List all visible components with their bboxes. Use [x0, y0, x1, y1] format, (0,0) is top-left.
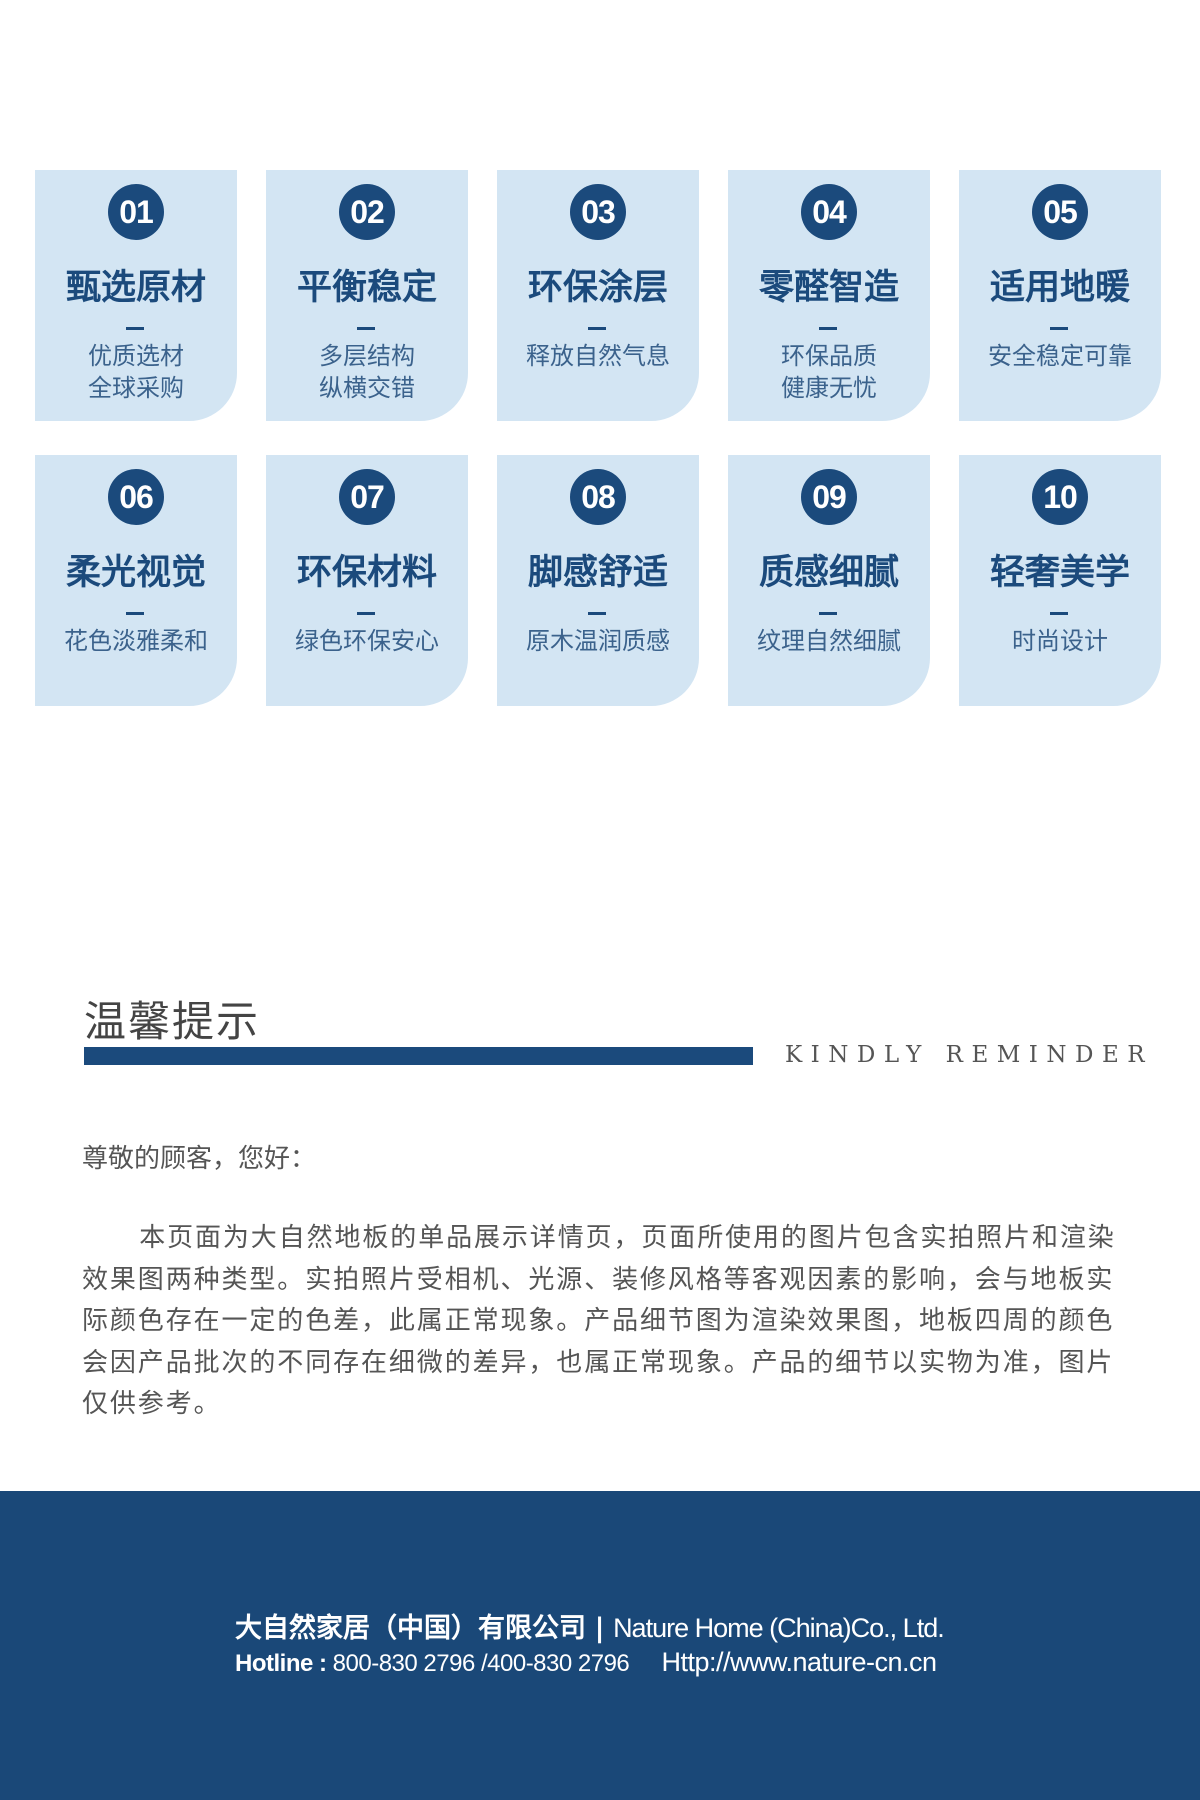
feature-divider: [357, 327, 375, 330]
footer: 大自然家居（中国）有限公司 | Nature Home (China)Co., …: [0, 1491, 1200, 1800]
feature-divider: [819, 327, 837, 330]
feature-title: 环保材料: [296, 553, 437, 593]
feature-card: 09 质感细腻 纹理自然细腻: [728, 455, 930, 706]
feature-description-line: 全球采购: [88, 374, 184, 402]
feature-number-badge: 08: [570, 469, 626, 525]
feature-title: 柔光视觉: [65, 553, 206, 593]
feature-description: 时尚设计: [959, 625, 1161, 657]
feature-number-badge: 04: [801, 184, 857, 240]
feature-description-line: 释放自然气息: [526, 342, 670, 370]
company-separator: |: [594, 1613, 605, 1644]
feature-card: 01 甄选原材 优质选材全球采购: [35, 170, 237, 421]
feature-divider: [126, 612, 144, 615]
footer-company: 大自然家居（中国）有限公司 | Nature Home (China)Co., …: [235, 1606, 945, 1645]
feature-description: 多层结构 纵横交错: [266, 340, 468, 404]
feature-description: 优质选材 全球采购: [35, 340, 237, 404]
feature-description-line: 原木温润质感: [526, 627, 670, 655]
feature-title: 环保涂层: [527, 268, 668, 308]
feature-divider: [588, 327, 606, 330]
feature-card: 05 适用地暖 安全稳定可靠: [959, 170, 1161, 421]
feature-title: 甄选原材: [65, 268, 206, 308]
feature-description-line: 安全稳定可靠: [988, 342, 1132, 370]
feature-divider: [1050, 327, 1068, 330]
feature-divider: [819, 612, 837, 615]
feature-card: 03 环保涂层 释放自然气息: [497, 170, 699, 421]
feature-title: 质感细腻: [758, 553, 899, 593]
feature-number-badge: 02: [339, 184, 395, 240]
feature-number-badge: 05: [1032, 184, 1088, 240]
feature-title: 适用地暖: [989, 268, 1130, 308]
company-name-cn: 大自然家居（中国）有限公司: [235, 1613, 586, 1644]
feature-description: 原木温润质感: [497, 625, 699, 657]
feature-card: 02 平衡稳定 多层结构纵横交错: [266, 170, 468, 421]
feature-title: 平衡稳定: [296, 268, 437, 308]
website-link[interactable]: Http://www.nature-cn.cn: [661, 1647, 937, 1677]
feature-grid: 01 甄选原材 优质选材全球采购 02 平衡稳定 多层结构纵横交错 03 环保涂…: [35, 170, 1161, 706]
feature-number-badge: 01: [108, 184, 164, 240]
feature-number-badge: 06: [108, 469, 164, 525]
feature-title: 零醛智造: [758, 268, 899, 308]
hotline-number: 800-830 2796 /400-830 2796: [332, 1650, 630, 1677]
company-name-en: Nature Home (China)Co., Ltd.: [613, 1613, 945, 1643]
footer-contact: Hotline : 800-830 2796 /400-830 2796 Htt…: [235, 1647, 937, 1678]
feature-card: 04 零醛智造 环保品质健康无忧: [728, 170, 930, 421]
feature-description: 环保品质 健康无忧: [728, 340, 930, 404]
feature-card: 06 柔光视觉 花色淡雅柔和: [35, 455, 237, 706]
feature-description-line: 纵横交错: [319, 374, 415, 402]
feature-divider: [357, 612, 375, 615]
feature-number-badge: 09: [801, 469, 857, 525]
feature-description: 安全稳定可靠: [959, 340, 1161, 372]
feature-card: 10 轻奢美学 时尚设计: [959, 455, 1161, 706]
feature-title: 轻奢美学: [989, 553, 1130, 593]
feature-description: 绿色环保安心: [266, 625, 468, 657]
feature-description-line: 纹理自然细腻: [757, 627, 901, 655]
feature-card: 07 环保材料 绿色环保安心: [266, 455, 468, 706]
feature-divider: [126, 327, 144, 330]
reminder-title-bar: [84, 1047, 753, 1065]
feature-description: 释放自然气息: [497, 340, 699, 372]
feature-divider: [1050, 612, 1068, 615]
feature-card: 08 脚感舒适 原木温润质感: [497, 455, 699, 706]
reminder-body: 本页面为大自然地板的单品展示详情页，页面所使用的图片包含实拍照片和渲染效果图两种…: [82, 1223, 1116, 1419]
reminder-title: 温馨提示: [84, 997, 261, 1046]
feature-number-badge: 10: [1032, 469, 1088, 525]
feature-description-line: 花色淡雅柔和: [64, 627, 208, 655]
reminder-greeting: 尊敬的顾客，您好：: [82, 1144, 317, 1174]
feature-description-line: 优质选材: [88, 342, 184, 370]
feature-title: 脚感舒适: [527, 553, 668, 593]
reminder-subtitle: KINDLY REMINDER: [785, 1042, 1154, 1068]
feature-number-badge: 03: [570, 184, 626, 240]
hotline-label: Hotline :: [235, 1650, 327, 1677]
feature-divider: [588, 612, 606, 615]
feature-description-line: 多层结构: [319, 342, 415, 370]
feature-description-line: 健康无忧: [781, 374, 877, 402]
feature-description-line: 环保品质: [781, 342, 877, 370]
feature-description: 花色淡雅柔和: [35, 625, 237, 657]
feature-description-line: 绿色环保安心: [295, 627, 439, 655]
feature-number-badge: 07: [339, 469, 395, 525]
feature-description: 纹理自然细腻: [728, 625, 930, 657]
feature-description-line: 时尚设计: [1012, 627, 1108, 655]
